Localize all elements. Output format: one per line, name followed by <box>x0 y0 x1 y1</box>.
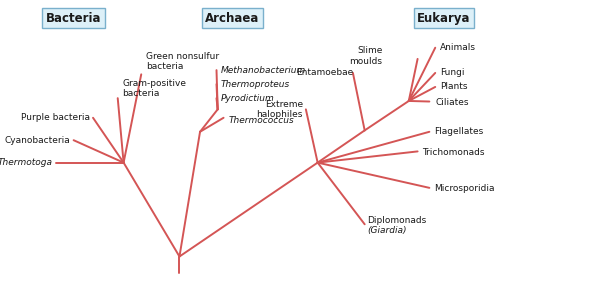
Text: Thermococcus: Thermococcus <box>228 116 294 124</box>
Text: Eukarya: Eukarya <box>418 12 471 25</box>
Text: Pyrodictium: Pyrodictium <box>221 94 274 103</box>
Text: Microsporidia: Microsporidia <box>434 184 494 193</box>
Text: Plants: Plants <box>440 82 467 92</box>
Text: Slime
moulds: Slime moulds <box>349 46 382 66</box>
Text: Fungi: Fungi <box>440 68 464 78</box>
Text: Purple bacteria: Purple bacteria <box>21 113 90 122</box>
Text: Diplomonads: Diplomonads <box>368 216 427 225</box>
Text: Gram-positive
bacteria: Gram-positive bacteria <box>122 79 187 98</box>
Text: Extreme
halophiles: Extreme halophiles <box>257 100 303 119</box>
Text: Bacteria: Bacteria <box>46 12 101 25</box>
Text: Ciliates: Ciliates <box>435 98 469 107</box>
Text: Green nonsulfur
bacteria: Green nonsulfur bacteria <box>146 52 219 72</box>
Text: Thermoproteus: Thermoproteus <box>221 80 290 89</box>
Text: Archaea: Archaea <box>205 12 260 25</box>
Text: Cyanobacteria: Cyanobacteria <box>5 136 71 145</box>
Text: Methanobacterium: Methanobacterium <box>221 65 306 75</box>
Text: Flagellates: Flagellates <box>434 127 484 136</box>
Text: Animals: Animals <box>440 43 476 52</box>
Text: Entamoebae: Entamoebae <box>296 68 353 78</box>
Text: Trichomonads: Trichomonads <box>422 148 485 157</box>
Text: (Giardia): (Giardia) <box>368 226 407 235</box>
Text: Thermotoga: Thermotoga <box>0 158 53 167</box>
